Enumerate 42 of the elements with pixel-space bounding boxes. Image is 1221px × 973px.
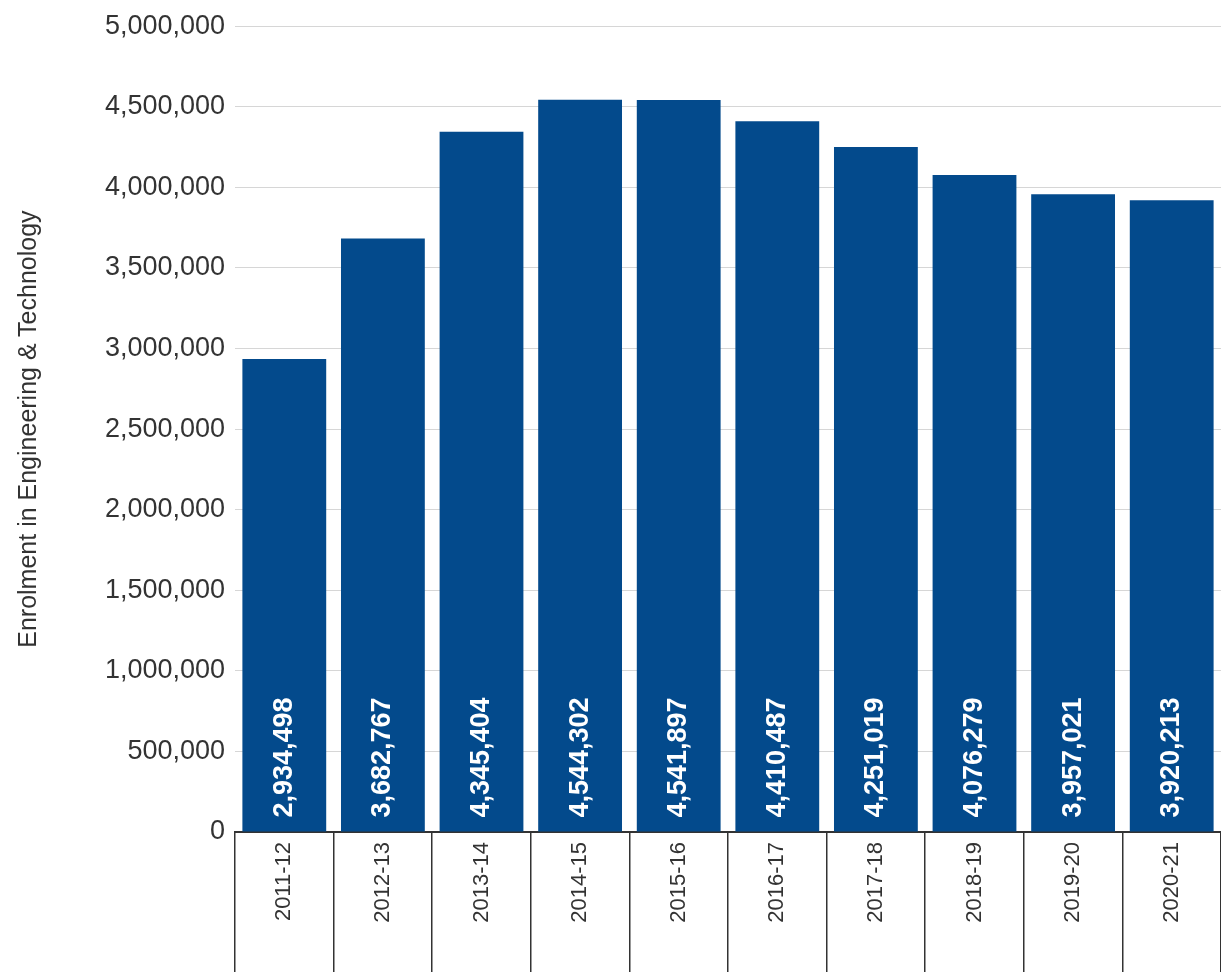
y-tick-label: 2,000,000 [104, 493, 225, 524]
bar [439, 131, 524, 832]
y-tick-label: 0 [209, 815, 225, 846]
data-label: 4,251,019 [859, 697, 890, 818]
bar [834, 146, 918, 832]
y-tick-label: 5,000,000 [104, 9, 225, 40]
x-tick-label: 2018-19 [960, 842, 986, 923]
bar [636, 100, 721, 832]
data-label: 4,410,487 [760, 697, 791, 818]
y-tick-label: 3,500,000 [104, 251, 225, 282]
data-label: 4,541,897 [662, 697, 693, 818]
bar [1031, 194, 1116, 832]
y-tick-label: 1,000,000 [104, 654, 225, 685]
data-label: 3,682,767 [366, 697, 397, 818]
y-tick-label: 1,500,000 [104, 573, 225, 604]
data-label: 3,957,021 [1056, 697, 1087, 818]
x-tick-label: 2016-17 [763, 842, 789, 923]
bar [735, 121, 820, 832]
bar [932, 175, 1017, 832]
x-tick-label: 2017-18 [861, 842, 887, 923]
bar [341, 238, 425, 832]
y-tick-label: 3,000,000 [104, 331, 225, 362]
y-axis-title: Enrolment in Engineering & Technology [12, 209, 41, 648]
bar [242, 359, 327, 832]
x-tick-label: 2014-15 [566, 842, 592, 923]
x-tick-label: 2015-16 [664, 842, 690, 923]
x-tick-label: 2020-21 [1157, 842, 1183, 923]
x-tick-label: 2011-12 [270, 842, 296, 922]
data-label: 3,920,213 [1155, 697, 1186, 818]
data-label: 2,934,498 [267, 697, 298, 818]
x-tick-label: 2013-14 [467, 842, 493, 923]
x-tick-label: 2012-13 [368, 842, 394, 923]
bar [1129, 200, 1214, 832]
data-label: 4,544,302 [563, 697, 594, 818]
data-label: 4,345,404 [464, 697, 495, 818]
y-tick-label: 500,000 [127, 734, 225, 765]
y-tick-label: 2,500,000 [104, 412, 225, 443]
data-label: 4,076,279 [957, 697, 988, 818]
x-tick-label: 2019-20 [1059, 842, 1085, 923]
y-tick-label: 4,000,000 [104, 170, 225, 201]
bar [538, 99, 623, 832]
y-tick-label: 4,500,000 [104, 90, 225, 121]
